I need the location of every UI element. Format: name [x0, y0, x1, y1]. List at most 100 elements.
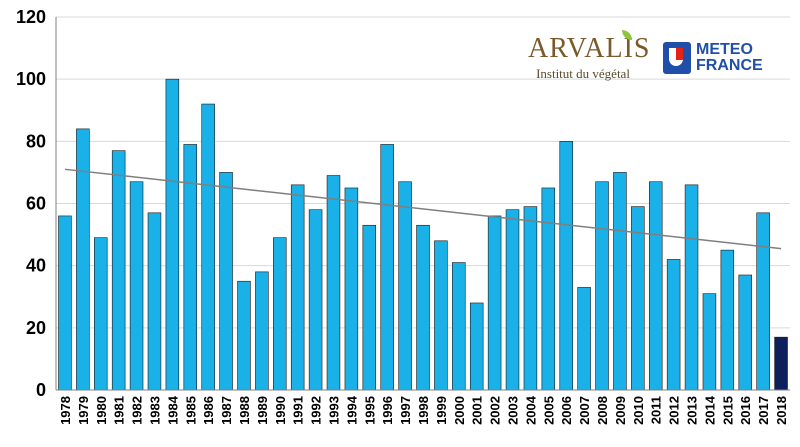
- bar-2018: [774, 336, 788, 391]
- x-tick-label: 1988: [237, 396, 252, 425]
- axes: [55, 17, 790, 391]
- bar-1978: [58, 215, 72, 391]
- x-tick-label: 2002: [488, 396, 503, 425]
- trend-line: [64, 168, 782, 250]
- bar-1982: [129, 181, 144, 391]
- bar-2013: [684, 184, 699, 391]
- bar-1997: [398, 181, 412, 391]
- bar-1983: [147, 212, 162, 391]
- bars: [58, 78, 788, 391]
- bar-2017: [756, 212, 770, 391]
- y-tick-labels: 0 20 40 60 80 100 120: [16, 7, 46, 400]
- bar-2004: [523, 206, 538, 391]
- x-tick-label: 1987: [219, 396, 234, 425]
- bar-1998: [416, 224, 430, 391]
- x-tick-label: 1996: [380, 396, 395, 425]
- x-tick-label: 1980: [94, 396, 109, 425]
- x-tick-label: 2000: [452, 396, 467, 425]
- x-tick-label: 2015: [720, 396, 735, 425]
- x-tick-label: 2005: [541, 396, 556, 425]
- x-tick-label: 1999: [434, 396, 449, 425]
- bar-2015: [720, 249, 735, 391]
- y-tick-label: 100: [16, 69, 46, 89]
- bar-2001: [469, 302, 484, 391]
- bar-1987: [219, 172, 233, 391]
- bar-2005: [541, 187, 556, 391]
- bar-2007: [577, 287, 591, 391]
- meteo-france-logo: METEO FRANCE: [663, 42, 773, 78]
- bar-2008: [595, 181, 609, 391]
- bar-1993: [326, 175, 341, 391]
- bar-1980: [94, 237, 108, 391]
- arvalis-subtitle: Institut du végétal: [536, 66, 630, 81]
- x-tick-label: 2004: [523, 395, 538, 425]
- meteo-line1: METEO: [696, 41, 753, 58]
- x-tick-label: 2009: [613, 396, 628, 425]
- x-tick-label: 2010: [631, 396, 646, 425]
- x-tick-label: 1989: [255, 396, 270, 425]
- bar-1981: [111, 150, 126, 391]
- x-tick-label: 1986: [201, 396, 216, 425]
- x-tick-label: 2007: [577, 396, 592, 425]
- bar-2006: [559, 141, 573, 391]
- bar-1994: [344, 187, 359, 391]
- y-tick-label: 80: [26, 131, 46, 151]
- bar-1988: [237, 280, 251, 391]
- bar-2010: [631, 206, 645, 391]
- x-tick-label: 1983: [147, 396, 162, 425]
- x-tick-label: 1997: [398, 396, 413, 425]
- bar-1999: [434, 240, 448, 391]
- x-tick-labels: 1978 1979 1980 1981 1982 1983 1984 1985 1986 1987…: [58, 395, 789, 425]
- bar-1991: [290, 184, 305, 391]
- trendline: [64, 168, 782, 250]
- x-tick-label: 1978: [58, 396, 73, 425]
- bar-1990: [273, 237, 287, 391]
- y-tick-label: 40: [26, 256, 46, 276]
- bar-2011: [648, 181, 663, 391]
- bar-2014: [702, 293, 717, 391]
- leaf-icon: [622, 30, 632, 40]
- bar-1996: [380, 144, 394, 391]
- bar-1986: [201, 103, 215, 391]
- bar-1995: [362, 224, 377, 391]
- x-tick-label: 1992: [309, 396, 324, 425]
- x-tick-label: 1990: [273, 396, 288, 425]
- bar-2012: [666, 259, 681, 391]
- x-tick-label: 2018: [774, 396, 789, 425]
- x-tick-label: 1998: [416, 396, 431, 425]
- bar-1984: [165, 78, 180, 391]
- bar-1989: [255, 271, 269, 391]
- x-tick-label: 2012: [667, 396, 682, 425]
- bar-1992: [308, 209, 323, 391]
- x-tick-label: 1985: [183, 396, 198, 425]
- x-tick-label: 1991: [291, 396, 306, 425]
- bar-2003: [505, 209, 520, 391]
- y-tick-label: 20: [26, 318, 46, 338]
- y-tick-label: 60: [26, 194, 46, 214]
- arvalis-name: ARVALIS: [528, 33, 651, 64]
- x-tick-label: 2013: [685, 396, 700, 425]
- x-tick-label: 2017: [756, 396, 771, 425]
- x-tick-label: 1984: [165, 395, 180, 425]
- bar-2009: [613, 172, 627, 391]
- x-tick-label: 1993: [326, 396, 341, 425]
- x-tick-label: 1995: [362, 396, 377, 425]
- x-tick-label: 1982: [130, 396, 145, 425]
- x-tick-label: 2001: [470, 396, 485, 425]
- x-tick-label: 2006: [559, 396, 574, 425]
- bar-2000: [452, 262, 466, 391]
- meteo-line2: FRANCE: [696, 57, 763, 74]
- bar-1985: [183, 144, 198, 391]
- y-tick-label: 0: [36, 380, 46, 400]
- x-tick-label: 1994: [344, 395, 359, 425]
- arvalis-logo: ARVALIS Institut du végétal: [528, 30, 651, 90]
- bar-1979: [76, 128, 90, 391]
- bar-2016: [738, 274, 752, 391]
- x-tick-label: 1979: [76, 396, 91, 425]
- x-tick-label: 1981: [112, 396, 127, 425]
- y-tick-label: 120: [16, 7, 46, 27]
- x-tick-label: 2011: [649, 396, 664, 424]
- x-tick-label: 2003: [506, 396, 521, 425]
- x-tick-label: 2014: [702, 395, 717, 425]
